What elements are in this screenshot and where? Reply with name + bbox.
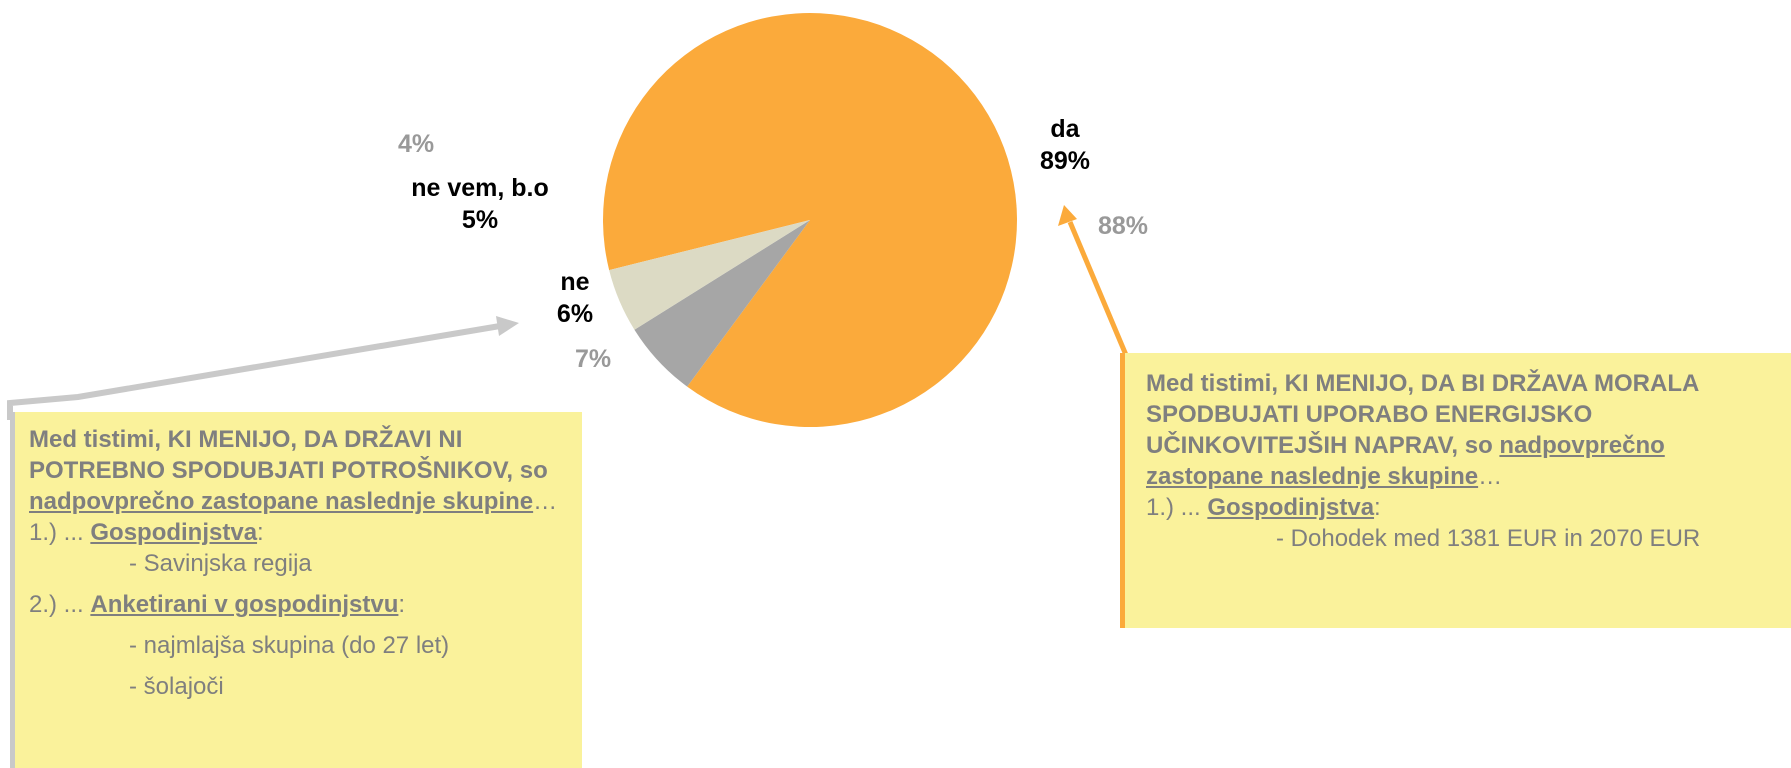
left-callout-group1-prefix: 1.) ...	[29, 519, 91, 546]
left-callout-box: Med tistimi, KI MENIJO, DA DRŽAVI NI POT…	[10, 412, 582, 768]
pie-slice-ne	[634, 220, 810, 387]
left-callout-connector	[7, 323, 501, 420]
right-callout-intro-underlined: nadpovprečno zastopane naslednje skupine	[1146, 432, 1665, 490]
left-callout-group2-name: Anketirani v gospodinjstvu	[90, 591, 399, 618]
previous-value-ne: 7%	[575, 345, 612, 373]
left-callout-group1: 1.) ... Gospodinjstva:	[29, 517, 572, 548]
left-callout-intro-underlined: nadpovprečno zastopane naslednje skupine	[29, 488, 534, 515]
right-callout-group1: 1.) ... Gospodinjstva:	[1146, 492, 1783, 523]
slice-label-ne: ne 6%	[540, 266, 610, 330]
right-callout-intro: Med tistimi, KI MENIJO, DA BI DRŽAVA MOR…	[1146, 368, 1783, 492]
left-callout-group2-item: - najmlajša skupina (do 27 let)	[129, 632, 450, 659]
left-callout-group2: 2.) ... Anketirani v gospodinjstvu:	[29, 589, 572, 620]
slice-label-da-value: 89%	[1039, 147, 1091, 175]
pie-slice-da	[603, 12, 1018, 427]
right-callout-connector	[1067, 221, 1129, 356]
right-callout-group1-name: Gospodinjstva	[1207, 494, 1375, 521]
right-callout-arrowhead	[1058, 205, 1077, 226]
previous-value-ne-vem: 4%	[398, 130, 435, 158]
left-callout-intro-bold: Med tistimi, KI MENIJO, DA DRŽAVI NI POT…	[29, 426, 548, 484]
slice-label-ne-vem: ne vem, b.o 5%	[390, 172, 570, 236]
slice-label-ne-vem-value: 5%	[461, 206, 499, 234]
right-callout-intro-bold: Med tistimi, KI MENIJO, DA BI DRŽAVA MOR…	[1146, 370, 1699, 459]
left-callout-group2-item: - šolajoči	[129, 673, 224, 700]
left-callout-intro-tail: …	[533, 488, 558, 515]
slice-label-ne-value: 6%	[556, 300, 594, 328]
right-callout-group1-prefix: 1.) ...	[1146, 494, 1208, 521]
slice-label-da-name: da	[1050, 115, 1080, 143]
right-callout-group1-item: - Dohodek med 1381 EUR in 2070 EUR	[1276, 525, 1701, 552]
slice-label-ne-name: ne	[560, 268, 590, 296]
left-callout-group1-colon: :	[257, 519, 264, 546]
slice-label-ne-vem-name: ne vem, b.o	[411, 174, 549, 202]
right-callout-group1-colon: :	[1374, 494, 1381, 521]
left-callout-arrowhead	[496, 316, 519, 336]
left-callout-group1-name: Gospodinjstva	[90, 519, 258, 546]
left-callout-group2-prefix: 2.) ...	[29, 591, 91, 618]
right-callout-intro-tail: …	[1478, 463, 1503, 490]
pie-slice-ne-vem	[609, 220, 810, 330]
left-callout-group1-item: - Savinjska regija	[129, 550, 312, 577]
slice-label-da: da 89%	[1020, 113, 1110, 177]
previous-value-da: 88%	[1098, 212, 1149, 240]
left-callout-intro: Med tistimi, KI MENIJO, DA DRŽAVI NI POT…	[29, 424, 572, 517]
left-callout-group2-colon: :	[398, 591, 406, 618]
right-callout-box: Med tistimi, KI MENIJO, DA BI DRŽAVA MOR…	[1120, 353, 1791, 628]
